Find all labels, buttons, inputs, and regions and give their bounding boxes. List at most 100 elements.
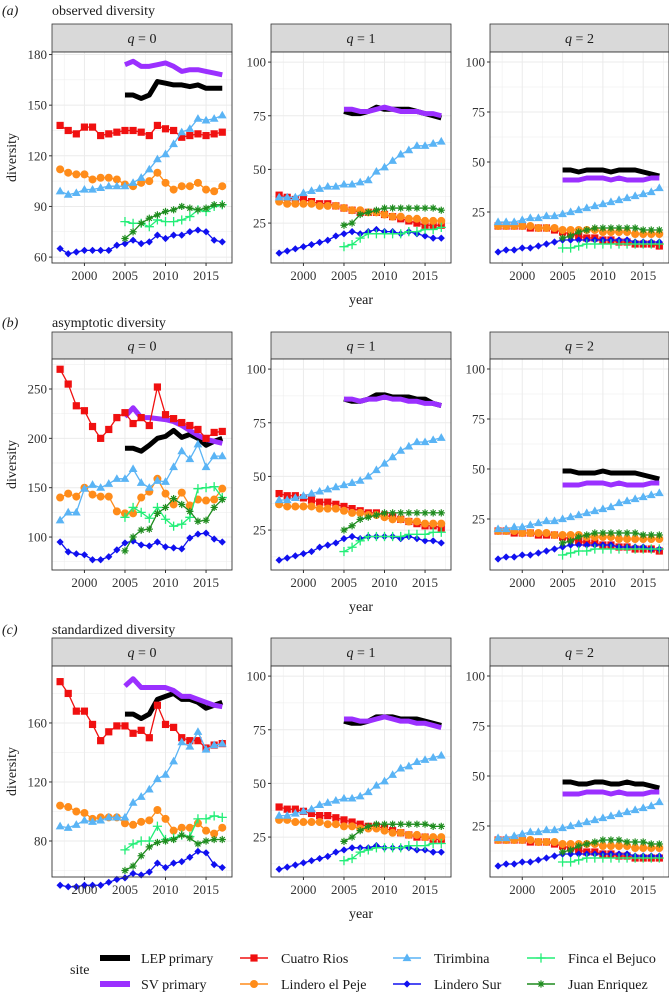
data-point <box>217 739 227 747</box>
data-point <box>494 862 502 870</box>
data-point <box>315 818 324 827</box>
data-point <box>654 239 664 249</box>
data-point <box>185 823 194 832</box>
data-point <box>274 495 284 504</box>
series-line <box>124 79 223 101</box>
data-point <box>105 553 113 561</box>
data-point <box>170 231 178 239</box>
data-point <box>339 179 349 188</box>
y-tick-label: 120 <box>28 148 48 163</box>
data-point <box>615 535 624 543</box>
data-point <box>169 521 179 531</box>
data-point <box>291 861 299 869</box>
data-point <box>177 737 187 746</box>
data-point <box>340 230 348 238</box>
data-point <box>550 238 559 246</box>
data-point <box>599 836 607 844</box>
data-point <box>56 365 64 373</box>
data-point <box>615 529 623 537</box>
facet-strip <box>489 331 669 360</box>
data-point <box>493 217 503 226</box>
data-point <box>533 518 543 527</box>
data-point <box>558 234 567 242</box>
panel-0-1: q = 1 25 50 75 100 2000 2005 2010 2015 <box>247 23 452 283</box>
panel-0-0: q = 0 60 90 120 150 180 2000 2005 2010 2015 <box>28 23 233 283</box>
x-tick-label: 2010 <box>372 268 398 283</box>
data-point <box>96 483 106 491</box>
data-point <box>283 863 291 871</box>
data-point <box>178 133 186 141</box>
data-point <box>145 177 154 186</box>
data-point <box>550 224 559 232</box>
data-point <box>355 233 365 243</box>
data-point <box>397 509 405 517</box>
data-point <box>420 755 430 763</box>
x-tick-label: 2010 <box>372 882 398 897</box>
data-point <box>210 236 218 244</box>
series-juan-enriquez <box>558 529 663 547</box>
data-point <box>56 801 65 810</box>
data-point <box>355 847 365 857</box>
data-point <box>145 214 153 222</box>
x-tick-label: 2005 <box>331 268 357 283</box>
series-juan-enriquez <box>340 204 445 229</box>
data-point <box>340 221 348 229</box>
y-tick-label: 100 <box>466 362 486 377</box>
data-point <box>160 217 171 227</box>
data-point <box>591 838 599 846</box>
data-point <box>153 538 162 546</box>
legend-marker <box>402 953 412 962</box>
data-point <box>647 226 655 234</box>
data-point <box>136 173 146 181</box>
data-point <box>299 502 308 511</box>
panel-border <box>270 665 452 878</box>
data-point <box>421 833 430 842</box>
data-point <box>194 840 202 848</box>
data-point <box>80 707 89 715</box>
data-point <box>380 210 389 219</box>
data-point <box>525 520 535 529</box>
data-point <box>575 850 583 858</box>
series-line <box>343 394 442 408</box>
data-point <box>421 216 430 225</box>
legend-marker <box>250 954 258 962</box>
legend-label: LEP primary <box>141 952 213 967</box>
series-finca-el-bejuco <box>339 222 446 252</box>
data-point <box>348 505 356 513</box>
x-tick-label: 2010 <box>590 268 616 283</box>
x-tick-label: 2010 <box>372 575 398 590</box>
data-point <box>121 126 129 135</box>
data-point <box>630 239 640 249</box>
data-point <box>631 844 640 852</box>
series-lindero-sur <box>56 226 226 258</box>
data-point <box>129 509 138 518</box>
data-point <box>639 844 648 852</box>
data-point <box>186 507 194 515</box>
series-lep-primary <box>562 167 660 179</box>
data-point <box>185 454 195 463</box>
data-point <box>574 546 584 556</box>
data-point <box>647 840 655 848</box>
legend-marker <box>250 980 258 988</box>
data-point <box>558 531 567 539</box>
data-point <box>63 190 73 198</box>
data-point <box>120 181 130 190</box>
data-point <box>185 501 194 510</box>
series-lep-primary <box>124 427 224 454</box>
legend-item: Finca el Bejuco <box>527 952 656 967</box>
series-line <box>123 676 223 710</box>
data-point <box>388 828 397 837</box>
data-point <box>113 875 121 883</box>
x-tick-label: 2015 <box>412 268 438 283</box>
data-point <box>622 193 632 202</box>
data-point <box>202 131 210 140</box>
data-point <box>428 435 438 444</box>
data-point <box>412 141 422 149</box>
data-point <box>129 236 137 244</box>
series-line <box>343 104 442 119</box>
series-sv-primary <box>343 394 442 408</box>
data-point <box>170 835 178 844</box>
data-point <box>145 734 153 742</box>
data-point <box>144 164 154 173</box>
data-point <box>622 853 632 863</box>
